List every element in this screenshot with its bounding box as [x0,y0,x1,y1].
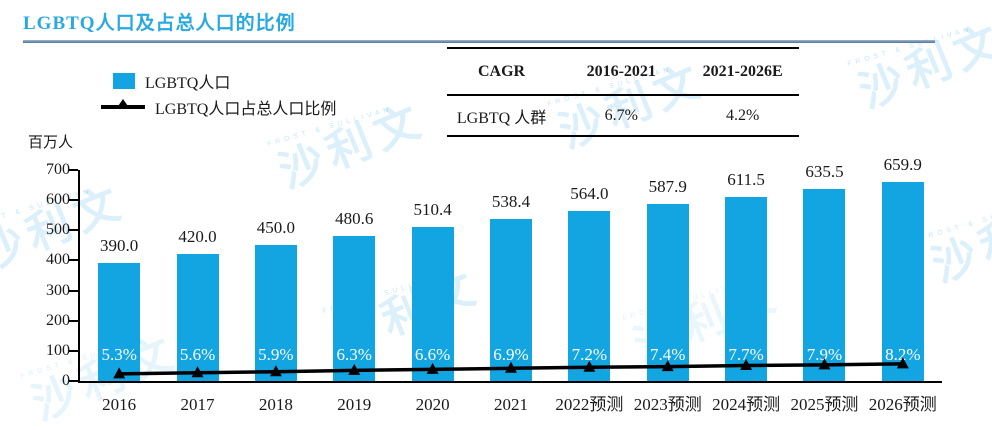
bar-value-label: 635.5 [805,162,844,181]
chart-legend: LGBTQ人口 LGBTQ人口占总人口比例 [101,68,336,120]
bar-group: 538.4 6.9% 2021 [472,170,550,414]
percent-label: 5.9% [258,345,294,364]
page-title: LGBTQ人口及占总人口的比例 [23,13,296,34]
population-bar: 6.6% [411,227,454,381]
frost-sullivan-watermark: FROST & SULLIVAN 沙利文 [847,11,992,118]
bar-group: 450.0 5.9% 2018 [237,170,315,414]
bar-group: 659.9 8.2% 2026预测 [864,155,942,414]
line-series-swatch [101,99,145,109]
y-axis-tick-mark [69,349,78,352]
bar-value-label: 611.5 [727,170,765,189]
x-axis-category-label: 2016 [102,395,137,414]
population-bar: 6.9% [489,219,532,381]
percent-label: 7.4% [649,345,686,364]
x-axis-category-label: 2021 [493,395,528,414]
x-axis-category-label: 2022预测 [555,395,624,414]
y-axis-tick-label: 100 [46,341,70,359]
watermark-arc-text: FROST & SULLIVAN [846,25,973,69]
legend-item-label: LGBTQ人口 [145,75,231,92]
population-bar: 7.2% [568,211,611,381]
x-axis-category-label: 2020 [415,395,450,414]
cagr-row-label: LGBTQ 人群 [456,109,547,127]
percent-label: 5.6% [179,345,216,364]
bar-value-label: 587.9 [648,177,687,196]
bar-series-swatch [113,73,135,89]
y-axis-tick-mark [69,319,78,322]
bar-group: 587.9 7.4% 2023预测 [629,170,707,414]
population-bar: 7.7% [725,197,768,381]
bar-value-label: 564.0 [570,184,609,203]
percent-label: 6.3% [336,345,372,364]
cagr-value-cell: 6.7% [604,106,638,124]
x-axis-category-label: 2023预测 [633,395,702,414]
population-bar: 7.9% [803,189,846,381]
percent-label: 5.3% [101,345,137,364]
bar-value-label: 450.0 [256,218,296,237]
x-axis-category-label: 2024预测 [712,395,781,414]
population-bar: 8.2% [881,182,924,381]
watermark-text: 沙利文 [852,14,992,118]
y-axis-tick-label: 0 [62,372,70,389]
percent-label: 6.9% [493,345,529,364]
x-axis-category-label: 2018 [258,395,293,414]
x-axis-category-label: 2019 [337,395,372,414]
percent-label: 7.9% [806,345,843,364]
bar-value-label: 390.0 [100,236,139,255]
bar-group: 564.0 7.2% 2022预测 [550,170,628,414]
bar-value-label: 480.6 [335,209,374,228]
population-bar: 6.3% [333,236,376,381]
x-axis-category-label: 2026预测 [868,395,937,414]
percent-label: 6.6% [414,345,451,364]
y-axis-tick-mark [69,229,78,232]
bar-value-label: 510.4 [413,200,452,219]
population-bar: 5.9% [254,245,297,381]
bar-group: 390.0 5.3% 2016 [80,170,158,414]
bar-value-label: 420.0 [178,227,217,246]
cagr-header-cell: 2021-2026E [702,62,783,80]
cagr-table-data-row: LGBTQ 人群 6.7% 4.2% [447,96,799,137]
percent-label: 7.7% [728,345,764,364]
cagr-table: CAGR 2016-2021 2021-2026E LGBTQ 人群 6.7% … [447,47,799,137]
legend-item-line: LGBTQ人口占总人口比例 [101,94,336,120]
bar-group: 480.6 6.3% 2019 [315,170,393,414]
y-axis-unit-label: 百万人 [28,135,74,151]
title-underline [23,40,935,43]
x-axis-category-label: 2025预测 [790,395,859,414]
cagr-header-cell: CAGR [478,62,526,80]
cagr-header-cell: 2016-2021 [586,62,656,80]
percent-label: 7.2% [571,345,608,364]
population-bar: 5.3% [98,263,141,381]
bar-group: 611.5 7.7% 2024预测 [707,170,785,414]
population-bar: 7.4% [646,204,689,381]
triangle-marker-icon [116,99,130,109]
plot-area: 0 100 200 300 400 500 600 700 390.0 5.3% 2016 420.0… [46,155,942,414]
legend-item-bar: LGBTQ人口 [101,68,336,94]
cagr-value-cell: 4.2% [725,106,760,124]
percent-label: 8.2% [885,345,921,364]
x-axis-category-label: 2017 [180,395,215,414]
bar-value-label: 659.9 [883,155,922,174]
bar-group: 420.0 5.6% 2017 [158,170,236,414]
y-axis-tick-mark [69,169,78,171]
y-axis-tick-label: 300 [46,281,70,299]
bar-value-label: 538.4 [491,192,531,211]
y-axis-tick-mark [69,289,78,292]
legend-item-label: LGBTQ人口占总人口比例 [155,101,337,118]
y-axis-tick-label: 700 [46,161,70,178]
bar-group: 510.4 6.6% 2020 [393,170,471,414]
population-bar: 5.6% [176,254,219,381]
bar-group: 635.5 7.9% 2025预测 [785,162,863,414]
y-axis-tick-label: 200 [46,311,70,329]
y-axis-tick-label: 400 [46,251,70,269]
y-axis-tick-label: 600 [46,191,70,209]
y-axis-tick-mark [69,199,78,202]
y-axis-tick-mark [69,259,78,262]
y-axis-tick-label: 500 [46,221,70,239]
cagr-table-header-row: CAGR 2016-2021 2021-2026E [447,49,799,96]
y-axis-tick-mark [69,380,78,382]
